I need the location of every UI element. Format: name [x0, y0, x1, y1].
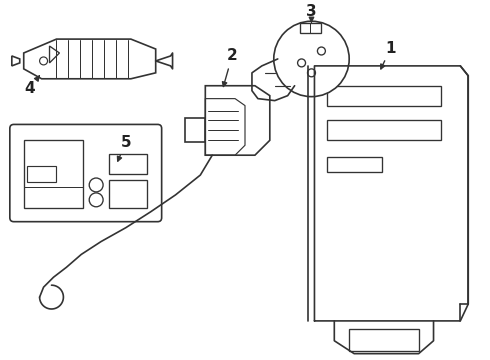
Polygon shape: [24, 39, 156, 79]
Polygon shape: [12, 56, 20, 66]
Polygon shape: [205, 86, 270, 155]
Circle shape: [274, 21, 349, 96]
Polygon shape: [49, 46, 59, 63]
Bar: [109, 154, 147, 174]
Polygon shape: [349, 329, 418, 351]
Text: 5: 5: [118, 135, 131, 161]
Polygon shape: [185, 118, 205, 142]
Circle shape: [297, 59, 306, 67]
Text: 4: 4: [24, 76, 39, 96]
Bar: [299, 23, 321, 33]
Circle shape: [89, 178, 103, 192]
Text: 2: 2: [222, 49, 238, 86]
Bar: [327, 86, 441, 105]
Bar: [26, 166, 56, 182]
Circle shape: [318, 47, 325, 55]
Bar: [327, 121, 441, 140]
Bar: [327, 157, 382, 172]
Circle shape: [40, 57, 48, 65]
Bar: [24, 140, 83, 208]
Text: 3: 3: [306, 4, 317, 22]
Circle shape: [308, 69, 316, 77]
FancyBboxPatch shape: [10, 125, 162, 222]
Circle shape: [89, 193, 103, 207]
Bar: [109, 180, 147, 208]
Text: 1: 1: [381, 41, 396, 69]
